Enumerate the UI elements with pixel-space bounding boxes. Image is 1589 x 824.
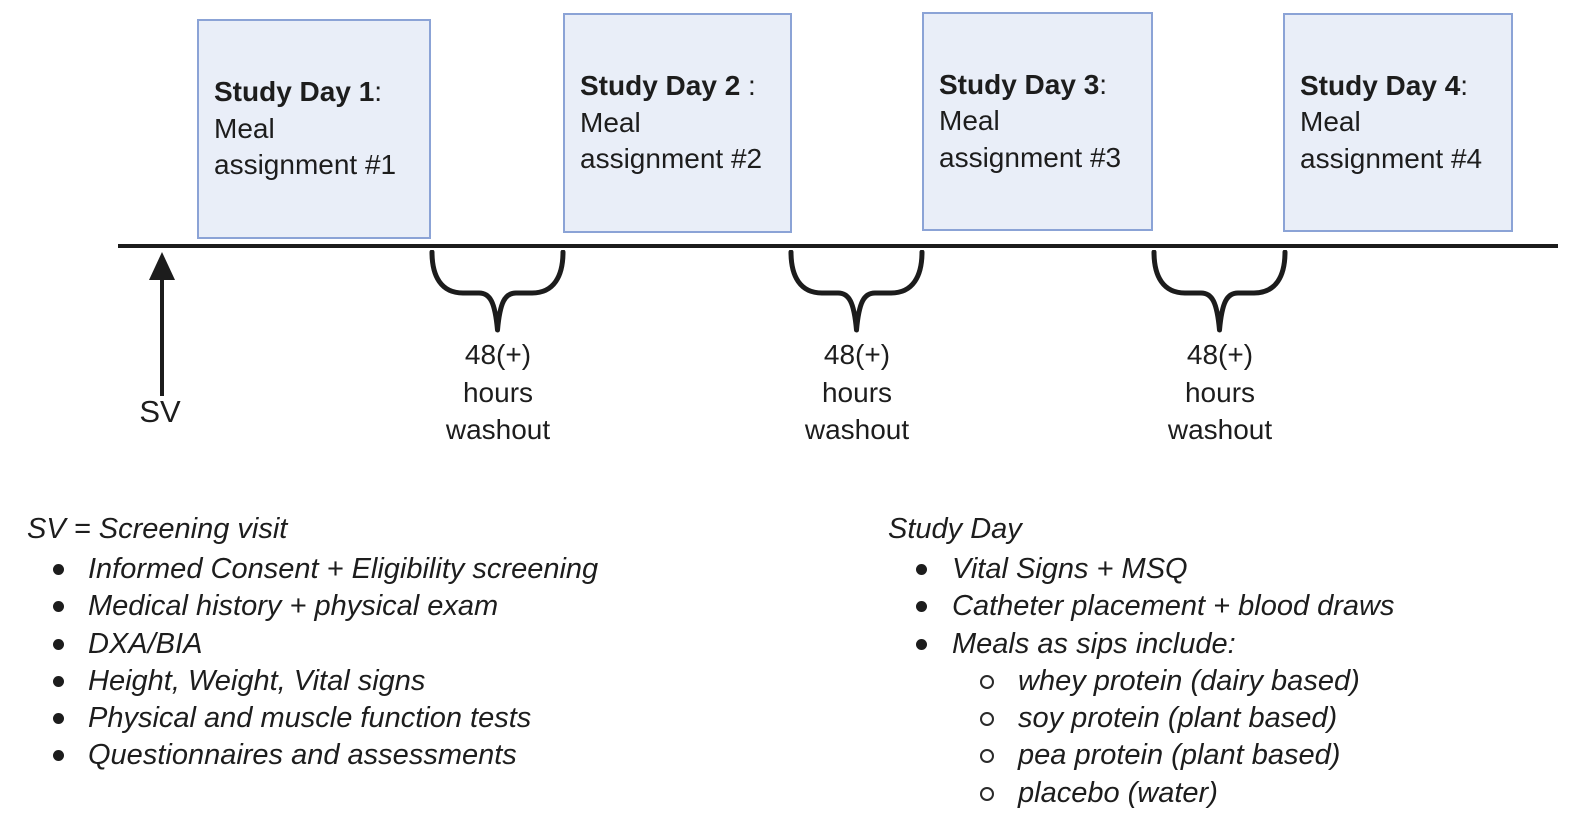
sv-note-text: Questionnaires and assessments bbox=[88, 739, 517, 772]
study-day-3-text: Study Day 3: Meal assignment #3 bbox=[924, 67, 1125, 177]
washout-label-2: 48(+) hours washout bbox=[804, 339, 910, 445]
circle-bullet-icon bbox=[980, 749, 994, 764]
sv-note-item: Physical and muscle function tests bbox=[27, 700, 598, 737]
study-day-3-box: Study Day 3: Meal assignment #3 bbox=[922, 12, 1153, 231]
study-day-3-body: Meal assignment #3 bbox=[939, 105, 1122, 173]
study-day-4-text: Study Day 4: Meal assignment #4 bbox=[1285, 68, 1486, 178]
study-day-1-colon: : bbox=[374, 76, 383, 108]
study-day-note-text: Catheter placement + blood draws bbox=[952, 590, 1395, 623]
study-day-1-title: Study Day 1 bbox=[214, 76, 375, 108]
bullet-icon bbox=[53, 675, 64, 687]
study-day-1-heading: Study Day 1: bbox=[214, 74, 396, 111]
sv-note-item: Medical history + physical exam bbox=[27, 588, 598, 625]
study-day-1-body: Meal assignment #1 bbox=[214, 112, 397, 181]
study-day-sub-item: whey protein (dairy based) bbox=[888, 663, 1395, 700]
study-day-4-colon: : bbox=[1460, 69, 1469, 101]
bullet-icon bbox=[916, 638, 927, 650]
study-day-4-box: Study Day 4: Meal assignment #4 bbox=[1283, 13, 1513, 232]
sv-note-item: Height, Weight, Vital signs bbox=[27, 663, 598, 700]
sv-note-item: DXA/BIA bbox=[27, 626, 598, 663]
washout-brace-3-icon bbox=[1151, 250, 1288, 333]
circle-bullet-icon bbox=[980, 786, 994, 801]
circle-bullet-icon bbox=[980, 674, 994, 689]
sv-label: SV bbox=[139, 394, 181, 429]
circle-bullet-icon bbox=[980, 712, 994, 727]
study-day-notes-list: Vital Signs + MSQ Catheter placement + b… bbox=[888, 551, 1395, 812]
bullet-icon bbox=[53, 601, 64, 613]
washout-label-3: 48(+) hours washout bbox=[1167, 339, 1273, 445]
study-day-note-text: Meals as sips include: bbox=[952, 627, 1236, 660]
bullet-icon bbox=[916, 601, 927, 613]
sv-notes-list: Informed Consent + Eligibility screening… bbox=[27, 551, 598, 775]
washout-brace-1-icon bbox=[429, 250, 566, 333]
study-day-2-box: Study Day 2 : Meal assignment #2 bbox=[563, 13, 792, 233]
sv-note-text: Informed Consent + Eligibility screening bbox=[88, 553, 599, 585]
sv-note-item: Informed Consent + Eligibility screening bbox=[27, 551, 598, 588]
study-day-3-title: Study Day 3 bbox=[939, 68, 1100, 100]
study-day-2-title: Study Day 2 bbox=[580, 70, 741, 102]
washout-label-1: 48(+) hours washout bbox=[445, 339, 551, 445]
bullet-icon bbox=[53, 564, 64, 575]
timeline-line bbox=[118, 244, 1558, 248]
washout-brace-2-icon bbox=[788, 250, 925, 333]
study-day-note-item: Catheter placement + blood draws bbox=[888, 588, 1395, 625]
study-day-2-text: Study Day 2 : Meal assignment #2 bbox=[565, 68, 766, 178]
study-day-note-item: Vital Signs + MSQ bbox=[888, 551, 1395, 588]
study-day-3-heading: Study Day 3: bbox=[939, 67, 1121, 104]
study-day-notes-header: Study Day bbox=[888, 513, 1022, 545]
study-day-4-body: Meal assignment #4 bbox=[1300, 106, 1483, 174]
bullet-icon bbox=[53, 713, 64, 725]
study-day-sub-text: soy protein (plant based) bbox=[1018, 702, 1338, 735]
study-day-2-heading: Study Day 2 : bbox=[580, 68, 762, 105]
study-day-sub-text: placebo (water) bbox=[1018, 776, 1218, 809]
study-day-note-text: Vital Signs + MSQ bbox=[952, 553, 1188, 585]
sv-note-text: Physical and muscle function tests bbox=[88, 702, 532, 735]
study-day-2-body: Meal assignment #2 bbox=[580, 106, 763, 175]
sv-note-text: Medical history + physical exam bbox=[88, 590, 499, 623]
study-day-sub-item: soy protein (plant based) bbox=[888, 700, 1395, 737]
study-day-1-text: Study Day 1: Meal assignment #1 bbox=[199, 74, 400, 184]
study-day-2-colon: : bbox=[740, 70, 756, 102]
bullet-icon bbox=[916, 564, 927, 575]
sv-notes-header: SV = Screening visit bbox=[27, 513, 288, 545]
sv-note-text: DXA/BIA bbox=[88, 627, 203, 660]
study-day-4-title: Study Day 4 bbox=[1300, 69, 1461, 101]
sv-note-item: Questionnaires and assessments bbox=[27, 737, 598, 774]
study-day-sub-text: whey protein (dairy based) bbox=[1018, 664, 1360, 697]
study-day-4-heading: Study Day 4: bbox=[1300, 68, 1482, 105]
sv-note-text: Height, Weight, Vital signs bbox=[88, 664, 426, 697]
sv-arrow-icon bbox=[149, 252, 175, 396]
bullet-icon bbox=[53, 750, 64, 762]
study-day-sub-item: placebo (water) bbox=[888, 775, 1395, 812]
study-day-note-item: Meals as sips include: bbox=[888, 626, 1395, 663]
bullet-icon bbox=[53, 638, 64, 650]
study-day-sub-text: pea protein (plant based) bbox=[1018, 739, 1341, 772]
study-day-1-box: Study Day 1: Meal assignment #1 bbox=[197, 19, 431, 239]
study-day-3-colon: : bbox=[1099, 68, 1108, 100]
study-day-sub-item: pea protein (plant based) bbox=[888, 737, 1395, 774]
